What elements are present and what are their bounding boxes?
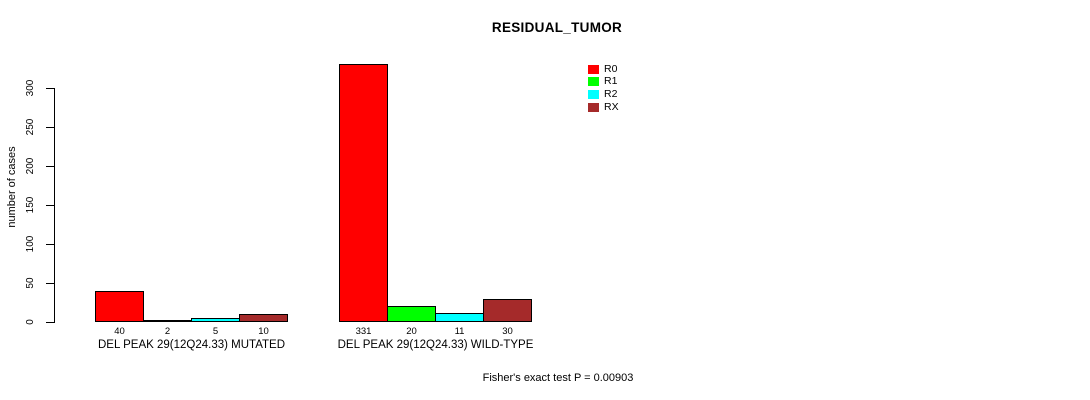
y-tick <box>46 166 54 167</box>
legend-item: RX <box>588 101 619 114</box>
bar-value-label: 20 <box>406 326 417 337</box>
bar-value-label: 11 <box>454 326 465 337</box>
bar <box>95 291 144 322</box>
group-label: DEL PEAK 29(12Q24.33) WILD-TYPE <box>337 339 534 351</box>
legend-label: RX <box>604 100 619 113</box>
bar-value-label: 30 <box>502 326 513 337</box>
legend-label: R2 <box>604 87 618 100</box>
bar-value-label: 331 <box>355 326 372 337</box>
legend-swatch <box>588 102 599 112</box>
bar-value-label: 40 <box>114 326 125 337</box>
y-tick <box>46 322 54 323</box>
y-axis-label: number of cases <box>6 146 18 228</box>
legend-swatch <box>588 89 599 99</box>
legend-item: R2 <box>588 88 619 101</box>
legend: R0 R1 R2 RX <box>588 63 619 113</box>
bar <box>239 314 288 322</box>
bar-value-label: 10 <box>258 326 269 337</box>
y-tick <box>46 127 54 128</box>
legend-swatch <box>588 64 599 74</box>
y-tick <box>46 244 54 245</box>
legend-label: R0 <box>604 62 618 75</box>
stat-annotation: Fisher's exact test P = 0.00903 <box>482 372 634 384</box>
group-label: DEL PEAK 29(12Q24.33) MUTATED <box>97 339 286 351</box>
legend-swatch <box>588 77 599 87</box>
bar <box>339 64 388 322</box>
legend-label: R1 <box>604 75 618 88</box>
y-tick <box>46 283 54 284</box>
legend-item: R0 <box>588 63 619 76</box>
legend-item: R1 <box>588 76 619 89</box>
bar <box>191 318 240 322</box>
bar-value-label: 5 <box>212 326 219 337</box>
y-tick <box>46 205 54 206</box>
bar-value-label: 2 <box>164 326 171 337</box>
bar <box>387 306 436 322</box>
y-axis-line <box>54 88 55 323</box>
y-tick <box>46 88 54 89</box>
y-tick-label: 300 <box>25 79 36 97</box>
bar <box>483 299 532 322</box>
bar <box>143 320 192 322</box>
chart-title: RESIDUAL_TUMOR <box>491 20 623 35</box>
bar <box>435 313 484 322</box>
